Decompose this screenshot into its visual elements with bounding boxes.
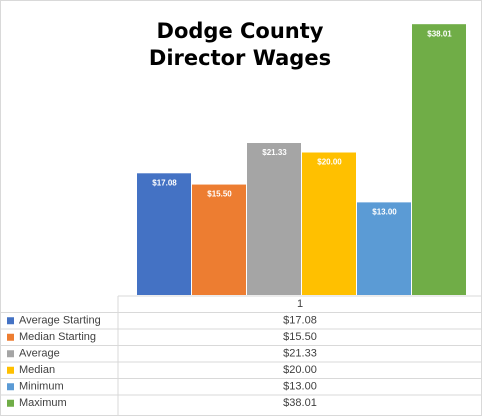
value-label: $20.00 xyxy=(317,158,342,167)
legend-key xyxy=(7,350,14,358)
bar xyxy=(357,202,411,295)
value-label: $38.01 xyxy=(427,29,452,38)
value-label: $13.00 xyxy=(372,207,397,216)
value-label: $21.33 xyxy=(262,148,287,157)
table-value: $15.50 xyxy=(283,331,317,343)
chart-title: Dodge County Director Wages xyxy=(148,19,332,70)
table-value: $20.00 xyxy=(283,364,317,376)
x-tick-label: 1 xyxy=(297,298,303,310)
table-value: $17.08 xyxy=(283,315,317,327)
legend-key xyxy=(7,317,14,325)
bar xyxy=(137,173,191,295)
legend-label: Average Starting xyxy=(19,315,101,327)
legend-key xyxy=(7,399,14,407)
table-value: $38.01 xyxy=(283,397,317,409)
legend-label: Median Starting xyxy=(19,331,96,343)
table-value: $13.00 xyxy=(283,381,317,393)
bar xyxy=(302,152,356,295)
bar xyxy=(247,143,301,295)
legend-label: Median xyxy=(19,364,55,376)
legend-key xyxy=(7,333,14,341)
table-value: $21.33 xyxy=(283,348,317,360)
bar xyxy=(412,24,466,296)
legend-key xyxy=(7,383,14,391)
value-label: $17.08 xyxy=(152,178,177,187)
legend-label: Maximum xyxy=(19,397,67,409)
legend-key xyxy=(7,366,14,374)
legend-label: Average xyxy=(19,348,60,360)
bar xyxy=(192,184,246,295)
value-label: $15.50 xyxy=(207,190,232,199)
legend-label: Minimum xyxy=(19,381,64,393)
